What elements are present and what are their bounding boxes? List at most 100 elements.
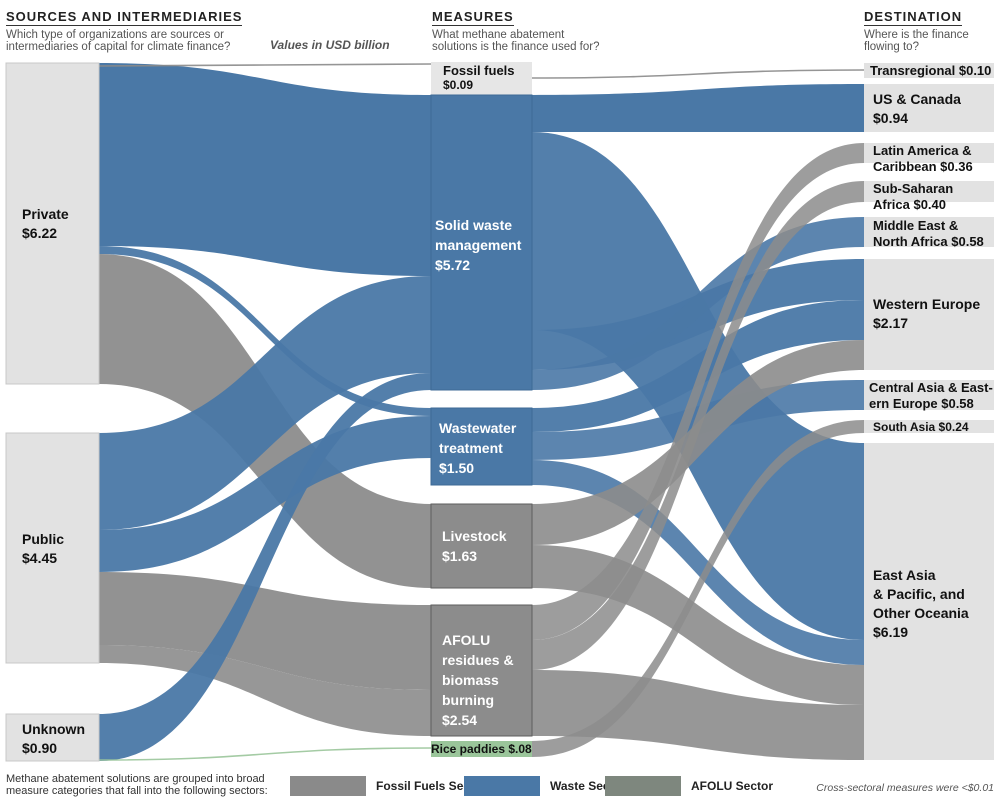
label-public: Public $4.45 (22, 530, 64, 568)
label-wastewater: Wastewater treatment $1.50 (439, 418, 516, 478)
node-latin-america (864, 143, 994, 163)
node-rice-paddies (431, 741, 532, 757)
label-fossil-fuels-name: Fossil fuels (443, 63, 515, 78)
label-solid-waste-value: $5.72 (435, 257, 471, 273)
label-south-asia: South Asia $0.24 (873, 420, 969, 434)
flow-unknown-rice (98, 747, 432, 761)
label-fossil-fuels: Fossil fuels $0.09 (443, 63, 515, 93)
label-east-asia-line3: Other Oceania (873, 605, 969, 621)
node-transregional (864, 63, 994, 78)
label-public-name: Public (22, 531, 65, 547)
flow-private-fossil (98, 63, 432, 67)
flow-afolu-latin-america (532, 143, 864, 640)
label-unknown-name: Unknown (22, 721, 85, 737)
node-unknown (5, 713, 100, 762)
flow-layer (98, 63, 865, 761)
node-fossil-fuels (431, 62, 532, 95)
legend-waste: Waste Sector (464, 776, 626, 796)
node-livestock (430, 503, 533, 589)
grouping-note-line2: measure categories that fall into the fo… (6, 785, 268, 797)
node-south-asia (864, 420, 994, 433)
destination-title: DESTINATION (864, 9, 963, 26)
label-afolu-value: $2.54 (442, 712, 478, 728)
node-east-asia (864, 443, 994, 760)
label-solid-waste: Solid waste management $5.72 (435, 215, 521, 275)
label-sub-saharan-line2: Africa $0.40 (873, 197, 946, 212)
label-wastewater-line1: Wastewater (439, 420, 517, 436)
label-afolu-line3: biomass (442, 672, 499, 688)
label-western-europe: Western Europe $2.17 (873, 295, 980, 333)
legend-fossil: Fossil Fuels Sector (290, 776, 486, 796)
grouping-note: Methane abatement solutions are grouped … (6, 773, 268, 797)
label-private-name: Private (22, 206, 69, 222)
node-public (5, 432, 100, 664)
node-afolu-residues (430, 604, 533, 737)
node-wastewater (430, 407, 533, 486)
sources-title: SOURCES AND INTERMEDIARIES (6, 9, 243, 26)
label-us-canada-value: $0.94 (873, 110, 909, 126)
node-central-asia (864, 380, 994, 410)
label-afolu-residues: AFOLU residues & biomass burning $2.54 (442, 630, 514, 730)
label-afolu-line1: AFOLU (442, 632, 491, 648)
grouping-note-line1: Methane abatement solutions are grouped … (6, 773, 265, 785)
label-east-asia-line1: East Asia (873, 567, 936, 583)
values-note: Values in USD billion (270, 38, 390, 52)
label-east-asia: East Asia & Pacific, and Other Oceania $… (873, 566, 969, 642)
flow-public-afolu-2 (99, 645, 431, 736)
flow-private-wastewater (99, 246, 431, 416)
flow-afolu-east-asia (532, 670, 864, 760)
node-sub-saharan (864, 181, 994, 202)
label-unknown: Unknown $0.90 (22, 720, 85, 758)
measures-subtitle: What methane abatement solutions is the … (432, 29, 600, 53)
label-east-asia-value: $6.19 (873, 624, 909, 640)
flow-rice-south-asia (532, 420, 864, 757)
label-east-asia-line2: & Pacific, and (873, 586, 965, 602)
label-solid-waste-line2: management (435, 237, 522, 253)
label-livestock-value: $1.63 (442, 548, 478, 564)
flow-livestock-western-europe (532, 340, 864, 545)
legend-fossil-label: Fossil Fuels Sector (376, 779, 487, 793)
label-us-canada-name: US & Canada (873, 91, 961, 107)
flow-private-solid-waste (99, 63, 431, 276)
node-us-canada (864, 84, 994, 132)
legend-waste-swatch (464, 776, 540, 796)
label-private-value: $6.22 (22, 225, 58, 241)
label-mena: Middle East & North Africa $0.58 (873, 218, 984, 250)
label-rice-paddies: Rice paddies $.08 (431, 742, 532, 756)
sources-header: SOURCES AND INTERMEDIARIES Which type of… (6, 8, 246, 53)
sources-subtitle: Which type of organizations are sources … (6, 29, 231, 53)
label-western-europe-name: Western Europe (873, 296, 981, 312)
label-central-asia-line1: Central Asia & East- (869, 380, 993, 395)
label-private: Private $6.22 (22, 205, 69, 243)
label-afolu-line2: residues & (442, 652, 514, 668)
label-central-asia: Central Asia & East- ern Europe $0.58 (869, 380, 993, 412)
label-us-canada: US & Canada $0.94 (873, 90, 961, 128)
node-private (5, 62, 100, 385)
label-western-europe-value: $2.17 (873, 315, 909, 331)
measures-title: MEASURES (432, 9, 514, 26)
node-solid-waste (430, 94, 533, 391)
label-wastewater-line2: treatment (439, 440, 503, 456)
flow-public-wastewater (99, 416, 431, 572)
label-livestock: Livestock $1.63 (442, 526, 507, 566)
legend-afolu-label: AFOLU Sector (691, 779, 774, 793)
label-fossil-fuels-value: $0.09 (443, 78, 474, 92)
label-transregional: Transregional $0.10 (870, 63, 992, 78)
label-latin-america-line1: Latin America & (873, 143, 972, 158)
label-mena-line2: North Africa $0.58 (873, 234, 984, 249)
flow-public-solid-waste (99, 276, 431, 530)
legend-afolu-swatch (605, 776, 681, 796)
cross-sectoral-note: Cross-sectoral measures were <$0.01 (816, 782, 994, 794)
flow-ww-east-asia (532, 460, 864, 665)
legend-afolu: AFOLU Sector (605, 776, 773, 796)
label-sub-saharan: Sub-Saharan Africa $0.40 (873, 181, 953, 213)
legend-fossil-swatch (290, 776, 366, 796)
label-sub-saharan-line1: Sub-Saharan (873, 181, 954, 196)
measures-header: MEASURES What methane abatement solution… (432, 8, 607, 53)
node-layer (5, 62, 994, 762)
label-wastewater-value: $1.50 (439, 460, 475, 476)
flow-fossil-transregional (531, 69, 865, 79)
destination-subtitle: Where is the finance flowing to? (864, 29, 969, 53)
label-mena-line1: Middle East & (873, 218, 959, 233)
